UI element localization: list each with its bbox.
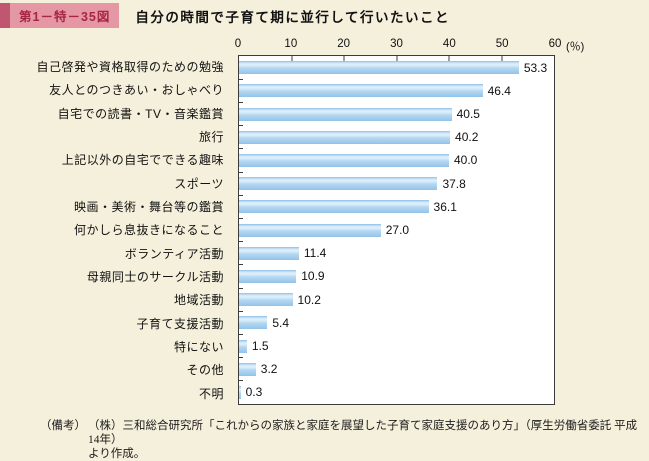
bar — [239, 362, 256, 376]
axis-tick — [396, 56, 397, 61]
bar — [239, 177, 438, 191]
bar-row: 1.5 — [239, 333, 554, 357]
axis-tick — [291, 56, 292, 61]
category-label: 母親同士のサークル活動 — [86, 270, 224, 285]
bar-value-label: 27.0 — [385, 223, 410, 238]
category-label: その他 — [186, 363, 224, 378]
category-label: 自宅での読書・TV・音楽鑑賞 — [57, 106, 224, 121]
bar-value-label: 53.3 — [523, 60, 548, 75]
bar — [239, 153, 449, 167]
bar-value-label: 46.4 — [487, 83, 511, 98]
category-label: 友人とのつきあい・おしゃべり — [49, 83, 224, 98]
bar-row: 40.2 — [239, 125, 554, 149]
x-axis-tick-label: 10 — [284, 38, 298, 50]
bar-value-label: 10.2 — [297, 292, 321, 307]
bar — [239, 107, 452, 121]
badge-accent-strip — [0, 3, 10, 28]
bar-row: 10.2 — [239, 287, 554, 311]
bar-value-label: 1.5 — [251, 339, 269, 354]
bar-value-label: 11.4 — [303, 246, 327, 261]
bar — [239, 385, 241, 399]
source-note: （備考） （株）三和総合研究所「これからの家族と家庭を展望した子育て家庭支援のあ… — [40, 419, 639, 461]
bar-row: 11.4 — [239, 241, 554, 265]
note-label: （備考） — [40, 420, 86, 432]
bar-row: 40.0 — [239, 148, 554, 172]
note-line-1: （株）三和総合研究所「これからの家族と家庭を展望した子育て家庭支援のあり方」（厚… — [88, 420, 638, 447]
bar-row: 3.2 — [239, 357, 554, 381]
bar-value-label: 0.3 — [245, 385, 263, 400]
bar-value-label: 3.2 — [260, 362, 278, 377]
bar-row: 27.0 — [239, 217, 554, 241]
bar — [239, 61, 519, 75]
bar — [239, 293, 293, 307]
category-labels: 自己啓発や資格取得のための勉強友人とのつきあい・おしゃべり自宅での読書・TV・音… — [0, 55, 231, 405]
figure-header: 第1－特－35図 自分の時間で子育て期に並行して行いたいこと — [0, 3, 450, 28]
bar — [239, 223, 381, 237]
x-axis-tick-label: 60 — [548, 38, 562, 50]
bar-row: 37.8 — [239, 171, 554, 195]
category-label: 何かしら息抜きになること — [73, 223, 224, 238]
category-label: ボランティア活動 — [124, 246, 224, 261]
bar-value-label: 36.1 — [433, 199, 457, 214]
bar — [239, 84, 483, 98]
bar-row: 46.4 — [239, 78, 554, 102]
bar-row: 10.9 — [239, 264, 554, 288]
bar-value-label: 10.9 — [301, 269, 325, 284]
category-label: 不明 — [198, 386, 224, 401]
category-label: 上記以外の自宅でできる趣味 — [61, 153, 224, 168]
figure-number-badge: 第1－特－35図 — [10, 3, 120, 28]
axis-tick — [448, 56, 450, 61]
x-axis-tick-label: 40 — [442, 38, 456, 50]
category-label: 子育て支援活動 — [136, 316, 224, 331]
x-axis-tick-label: 20 — [337, 38, 351, 50]
category-label: 特にない — [173, 340, 224, 355]
category-label: スポーツ — [174, 176, 224, 191]
figure-title: 自分の時間で子育て期に並行して行いたいこと — [135, 9, 450, 25]
x-axis-tick-label: 50 — [495, 38, 509, 50]
bar — [239, 130, 451, 144]
axis-tick — [501, 56, 502, 61]
bar — [239, 246, 299, 260]
bar — [239, 316, 268, 330]
x-axis-tick-label: 0 — [234, 38, 242, 50]
x-axis-tick-label: 30 — [390, 38, 403, 50]
bar-value-label: 5.4 — [272, 315, 290, 330]
category-label: 旅行 — [198, 130, 224, 145]
category-label: 地域活動 — [173, 293, 224, 308]
bar-row: 40.5 — [239, 101, 554, 125]
category-label: 映画・美術・舞台等の鑑賞 — [73, 200, 224, 215]
bar-value-label: 40.5 — [456, 107, 480, 121]
bar-row: 53.3 — [239, 56, 554, 79]
category-label: 自己啓発や資格取得のための勉強 — [36, 60, 224, 75]
plot-area: 53.3 46.4 40.5 40.2 40.0 37.8 36.1 27.0 11.4 10.9… — [238, 55, 555, 405]
note-line-2: より作成。 — [88, 448, 146, 461]
bar — [239, 339, 247, 353]
axis-tick — [343, 56, 345, 61]
bar-row: 0.3 — [239, 380, 554, 404]
axis-unit-label: (％) — [566, 41, 585, 53]
bar-row: 5.4 — [239, 310, 554, 334]
bar — [239, 200, 429, 214]
bar-row: 36.1 — [239, 194, 554, 218]
bar — [239, 269, 297, 283]
bar-value-label: 40.0 — [454, 153, 478, 168]
bar-value-label: 40.2 — [455, 130, 479, 145]
x-axis: 0 10 20 30 40 50 60 (％) — [234, 38, 585, 53]
bar-value-label: 37.8 — [442, 176, 466, 191]
note-text: （株）三和総合研究所「これからの家族と家庭を展望した子育て家庭支援のあり方」（厚… — [88, 419, 639, 461]
